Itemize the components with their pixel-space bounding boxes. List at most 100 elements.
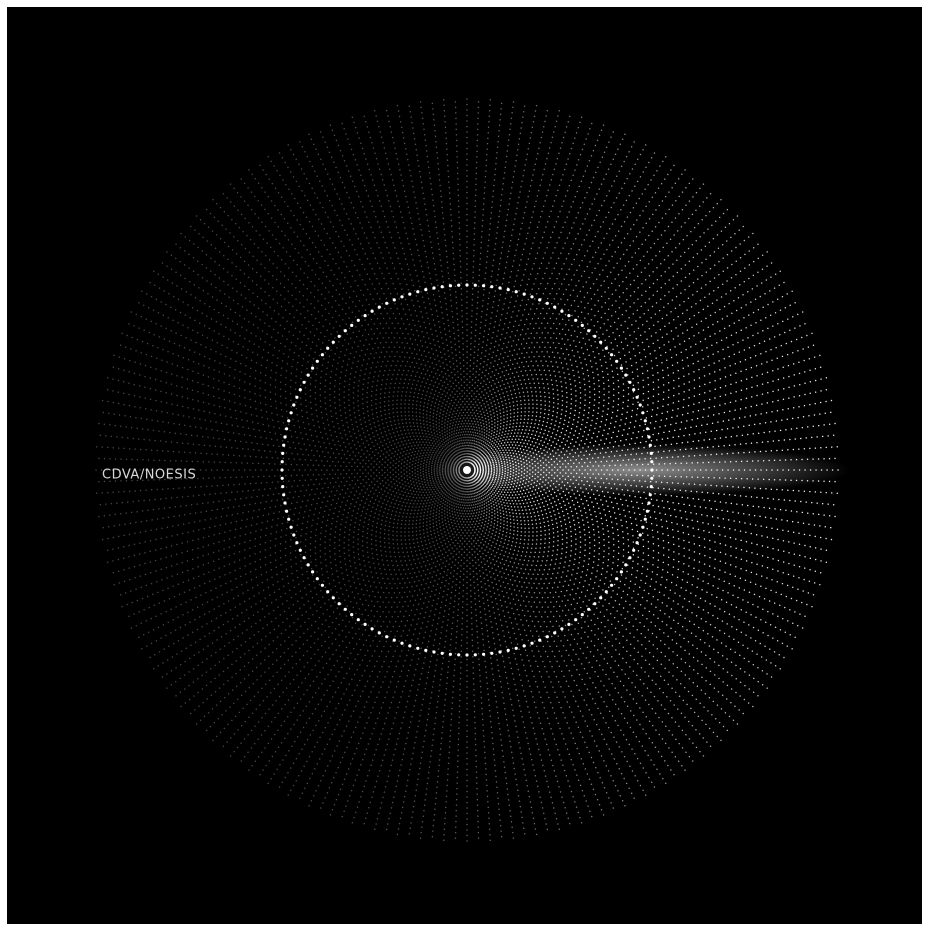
dot-ray (474, 399, 833, 470)
dot-ray (472, 232, 754, 466)
dot-ray (473, 472, 804, 629)
dot-ray (96, 445, 460, 471)
dot-ray (472, 473, 768, 689)
dot-ray (468, 476, 583, 824)
dot-ray (248, 169, 463, 465)
dot-ray (329, 124, 465, 464)
dot-ray (470, 156, 667, 464)
dot-ray (473, 270, 781, 467)
dot-ray (472, 215, 739, 466)
dot-ray (287, 476, 464, 796)
dot-ray (471, 183, 705, 465)
dot-ray (130, 472, 461, 629)
dot-ray (473, 311, 804, 468)
dot-ray (469, 124, 605, 464)
dot-ray (101, 399, 460, 470)
dot-ray (467, 477, 538, 836)
dot-ray (471, 475, 705, 757)
dot-ray (473, 471, 821, 586)
dot-ray (195, 474, 462, 725)
dot-ray (248, 475, 463, 771)
dot-ray (471, 169, 686, 465)
dot-ray (443, 477, 468, 842)
dot-ray (469, 133, 626, 464)
dot-ray (470, 144, 647, 464)
dot-ray (474, 471, 828, 564)
dot-ray (467, 101, 515, 463)
center-dot (463, 466, 471, 474)
dot-ray (287, 144, 464, 464)
dot-ray (329, 476, 465, 816)
dot-ray (351, 476, 466, 824)
dot-ray (212, 198, 463, 465)
dot-ray (229, 183, 463, 465)
dot-ray (95, 469, 460, 471)
dot-ray (267, 476, 464, 784)
dot-ray (166, 473, 462, 689)
dot-ray (308, 133, 465, 464)
dot-ray (473, 332, 813, 468)
glow (430, 444, 850, 496)
dot-ray (113, 471, 461, 586)
dot-ray (467, 104, 538, 463)
dot-ray (471, 475, 686, 771)
dot-ray (166, 251, 462, 467)
dot-ray (468, 116, 583, 464)
dot-ray (106, 376, 461, 469)
dot-ray (466, 98, 491, 463)
dot-ray (180, 232, 462, 466)
dot-ray (121, 472, 461, 608)
title-label: CDVA/NOESIS (102, 468, 196, 483)
dot-ray (153, 473, 461, 670)
dot-ray (96, 469, 460, 495)
dot-ray (130, 311, 461, 468)
dot-ray (374, 476, 466, 831)
dot-ray (473, 472, 813, 608)
dot-ray (113, 354, 461, 469)
dot-ray (419, 101, 467, 463)
dot-ray (308, 476, 465, 807)
dot-ray (180, 474, 462, 708)
dot-ray (98, 422, 460, 470)
dot-ray (466, 477, 468, 842)
dot-ray (121, 332, 461, 468)
dot-ray (419, 477, 467, 839)
dot-field (95, 98, 839, 842)
dot-ray (472, 474, 739, 725)
dot-ray (473, 290, 793, 467)
dot-ray (396, 104, 467, 463)
dot-ray (98, 470, 460, 518)
dot-ray (469, 476, 605, 816)
dot-ray (474, 376, 828, 469)
dot-ray (466, 477, 491, 842)
dot-ray (443, 98, 468, 463)
dot-ray (468, 109, 560, 464)
dot-ray (473, 473, 781, 670)
dot-ray (470, 476, 647, 796)
dot-ray (474, 470, 833, 541)
dot-ray (472, 474, 754, 708)
dot-ray (351, 116, 466, 464)
dot-ray (212, 475, 463, 742)
dot-ray (141, 290, 461, 467)
dot-ray (472, 251, 768, 467)
dot-ray (473, 473, 793, 650)
dot-ray (469, 476, 626, 807)
dot-ray (471, 198, 722, 465)
dot-ray (153, 270, 461, 467)
dot-ray (374, 109, 466, 464)
dot-ray (396, 477, 467, 836)
dot-ray (468, 476, 560, 831)
dot-ray (466, 98, 468, 463)
dot-ray (471, 475, 722, 742)
dot-ray (229, 475, 463, 757)
dot-ray (101, 470, 460, 541)
dot-ray (141, 473, 461, 650)
dot-ray (106, 471, 461, 564)
dot-ray (470, 476, 667, 784)
dot-ray (195, 215, 462, 466)
dot-ray (267, 156, 464, 464)
dot-ray (473, 354, 821, 469)
